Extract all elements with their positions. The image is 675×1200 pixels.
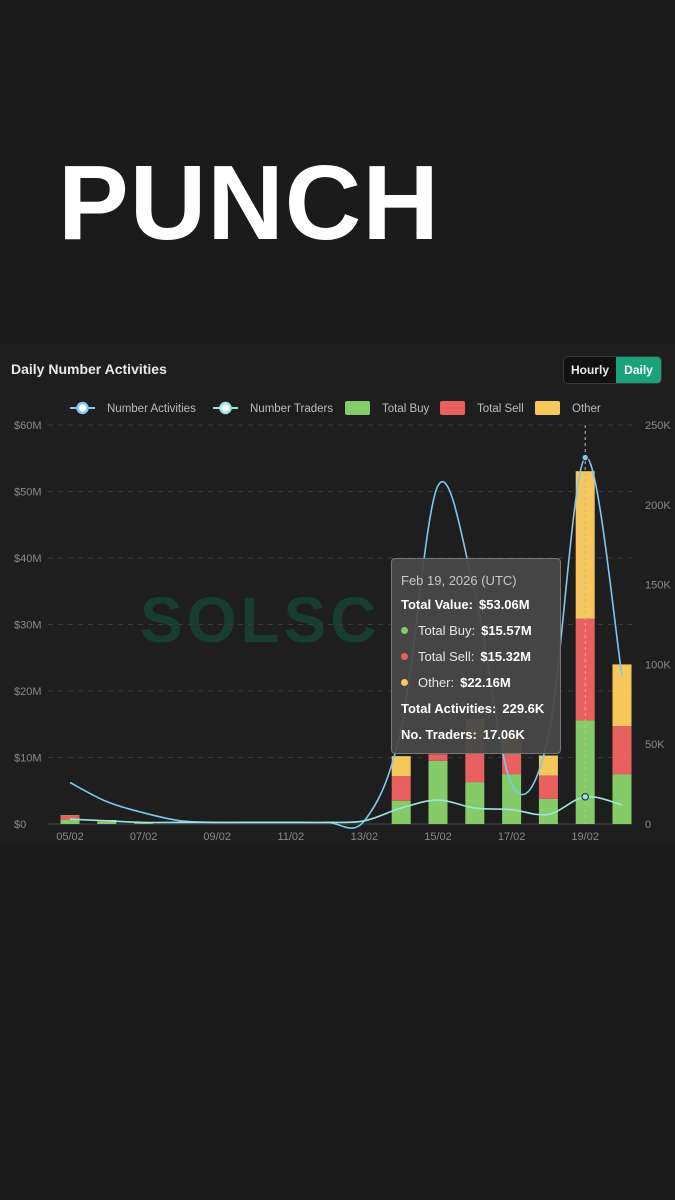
tooltip-sell-value: $15.32M [480,648,531,664]
bar-total-sell [391,776,411,801]
tooltip-date: Feb 19, 2026 (UTC) [401,572,517,588]
y-left-tick-label: $30M [14,620,42,632]
bar-total-buy [134,823,154,824]
tooltip-sell-label: Total Sell: [418,648,475,664]
y-right-tick-label: 150K [645,580,671,592]
sell-dot-icon [401,652,408,660]
y-left-tick-label: $60M [14,420,42,432]
y-right-tick-label: 250K [645,420,671,432]
y-right-tick-label: 100K [645,659,671,671]
bar-total-sell [612,726,632,775]
highlight-point-number-activities [581,453,589,462]
x-tick-label: 11/02 [277,831,304,843]
tooltip-traders-label: No. Traders: [401,726,477,742]
legend-label: Total Buy [382,403,430,415]
legend-marker-icon [219,401,232,415]
legend-marker-icon [76,401,89,415]
legend-label: Number Traders [250,403,333,415]
bar-total-buy [502,774,522,824]
tooltip-other-value: $22.16M [460,674,511,690]
bar-other [60,815,80,817]
tooltip-activities: Total Activities: 229.6K [401,695,551,721]
tooltip-other: Other: $22.16M [401,669,551,695]
y-left-tick-label: $50M [14,487,42,499]
bar-other [575,471,595,619]
highlight-point-number-traders [581,793,589,801]
x-tick-label: 09/02 [203,831,231,843]
bar-other [538,755,558,776]
x-tick-label: 13/02 [351,831,379,843]
legend-label: Other [572,403,601,415]
x-tick-label: 15/02 [424,831,452,843]
y-left-tick-label: $10M [14,753,42,765]
tooltip-buy: Total Buy: $15.57M [401,617,551,643]
legend-label: Total Sell [477,403,524,415]
hourly-toggle-button[interactable]: Hourly [564,357,616,383]
headline: PUNCH [58,144,440,262]
chart-title: Daily Number Activities [11,361,167,377]
bar-total-buy [428,760,448,824]
tooltip-activities-label: Total Activities: [401,700,497,716]
interval-toggle: Hourly Daily [563,356,662,384]
tooltip-other-label: Other: [418,674,455,690]
watermark: SOLSC [140,584,380,656]
chart-panel [0,343,675,843]
bar-total-sell [428,754,448,761]
y-right-tick-label: 0 [645,819,651,831]
bar-total-sell [575,618,595,721]
x-tick-label: 05/02 [56,831,84,843]
y-left-tick-label: $40M [14,553,42,565]
tooltip-activities-value: 229.6K [502,700,545,716]
tooltip-buy-value: $15.57M [481,622,532,638]
x-tick-label: 07/02 [130,831,158,843]
tooltip-buy-label: Total Buy: [418,622,476,638]
tooltip-total-value: Total Value: $53.06M [401,591,551,617]
bar-total-buy [391,800,411,824]
tooltip-traders-value: 17.06K [482,726,525,742]
tooltip-total-value-label: Total Value: [401,596,473,612]
y-right-tick-label: 200K [645,500,671,512]
legend-swatch-icon [345,401,370,415]
bar-total-buy [538,798,558,824]
bar-other [391,756,411,777]
y-right-tick-label: 50K [645,739,665,751]
legend-label: Number Activities [107,403,196,415]
other-dot-icon [401,678,408,686]
bar-total-sell [60,816,80,821]
chart-tooltip: Feb 19, 2026 (UTC) Total Value: $53.06M … [391,558,561,754]
y-left-tick-label: $20M [14,686,42,698]
buy-dot-icon [401,626,408,634]
bar-total-buy [575,720,595,824]
tooltip-sell: Total Sell: $15.32M [401,643,551,669]
bar-other [612,664,632,727]
bar-total-buy [612,774,632,824]
tooltip-traders: No. Traders: 17.06K [401,721,551,747]
x-tick-label: 17/02 [498,831,526,843]
tooltip-total-value-value: $53.06M [479,596,530,612]
bar-total-sell [538,775,558,799]
daily-toggle-button[interactable]: Daily [616,357,661,383]
x-tick-label: 19/02 [571,831,599,843]
legend-swatch-icon [440,401,465,415]
line-number-traders [69,795,623,824]
legend-swatch-icon [535,401,560,415]
bar-total-buy [97,822,117,824]
y-left-tick-label: $0 [14,819,26,831]
bar-total-buy [60,820,80,824]
bar-total-buy [465,782,485,824]
